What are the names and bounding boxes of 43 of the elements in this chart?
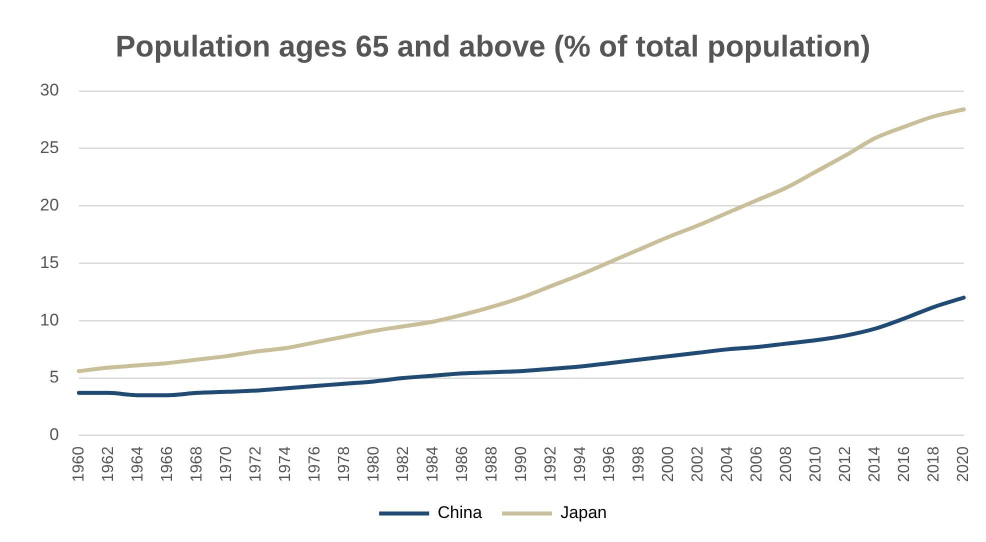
- line-series: [76, 296, 966, 398]
- chart-title: Population ages 65 and above (% of total population): [115, 30, 871, 64]
- x-tick-label: 2000: [660, 446, 678, 482]
- x-tick-label: 1964: [129, 446, 146, 482]
- x-tick-label: 1996: [601, 446, 618, 482]
- y-tick-label: 10: [40, 310, 59, 330]
- x-tick-label: 2012: [837, 446, 854, 482]
- x-tick-label: 1986: [454, 446, 471, 482]
- y-tick-label: 25: [40, 138, 59, 158]
- x-tick-label: 1974: [276, 446, 294, 482]
- y-tick-label: 20: [40, 195, 59, 214]
- x-tick-label: 1990: [512, 446, 530, 482]
- x-tick-label: 1962: [100, 446, 117, 482]
- x-tick-label: 1968: [188, 446, 206, 482]
- x-tick-label: 1988: [483, 446, 500, 482]
- x-tick-label: 1994: [572, 446, 589, 482]
- x-tick-label: 2016: [896, 446, 914, 482]
- x-tick-label: 1972: [247, 446, 264, 482]
- x-tick-label: 2002: [690, 446, 707, 482]
- x-tick-label: 1982: [394, 446, 412, 482]
- legend-label: China: [438, 503, 483, 522]
- y-tick-label: 0: [49, 425, 59, 444]
- x-tick-label: 1976: [306, 446, 324, 482]
- x-tick-label: 1992: [542, 446, 560, 482]
- x-tick-label: 1970: [218, 446, 235, 482]
- x-tick-label: 1998: [630, 446, 648, 482]
- y-tick-label: 15: [40, 252, 59, 272]
- x-tick-label: 1980: [365, 446, 382, 482]
- x-tick-label: 1978: [336, 446, 353, 482]
- x-tick-label: 1960: [70, 446, 88, 482]
- x-tick-label: 2020: [955, 446, 972, 482]
- y-tick-label: 30: [40, 80, 59, 100]
- legend-label: Japan: [560, 503, 607, 522]
- x-tick-label: 2006: [748, 446, 766, 482]
- y-tick-label: 5: [49, 368, 59, 387]
- x-tick-label: 2018: [926, 446, 943, 482]
- x-tick-label: 1966: [158, 446, 176, 482]
- x-tick-label: 2004: [719, 446, 736, 482]
- x-tick-label: 2010: [808, 446, 825, 482]
- x-tick-label: 2008: [778, 446, 796, 482]
- line-series: [76, 107, 966, 374]
- x-tick-label: 2014: [866, 446, 884, 482]
- x-tick-label: 1984: [424, 446, 442, 482]
